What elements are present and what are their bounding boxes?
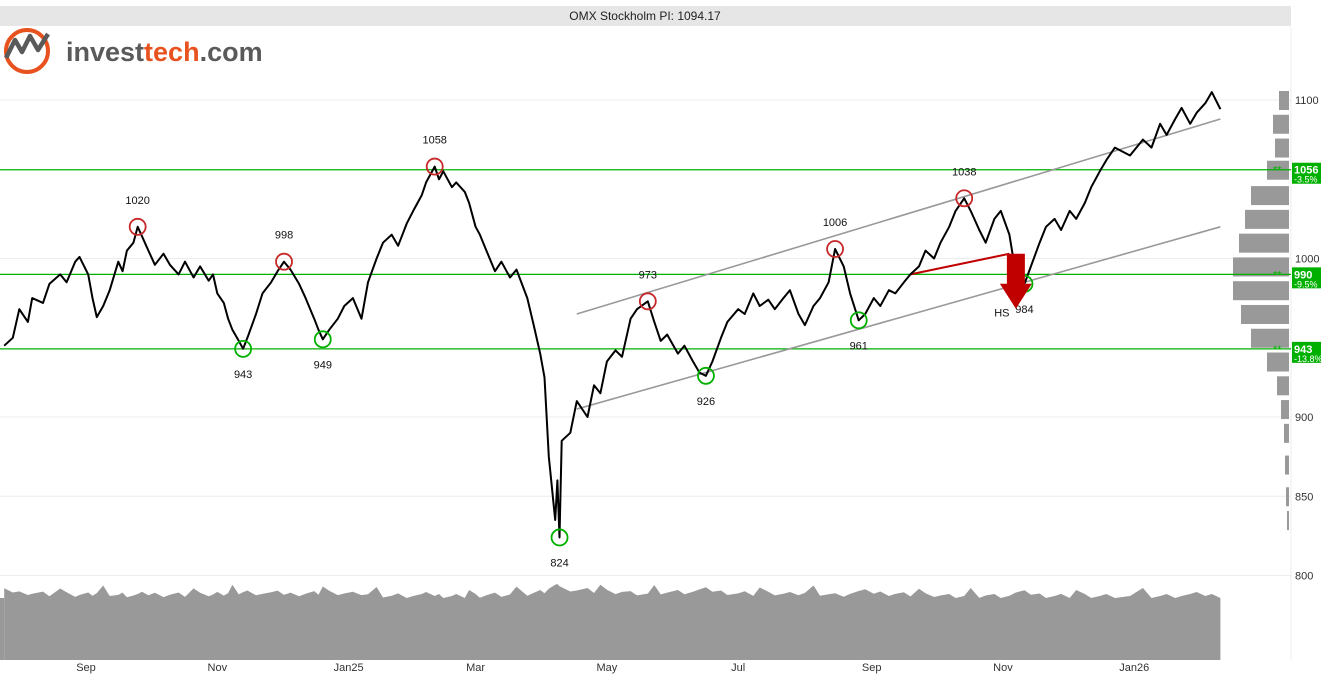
support-pct-label: -3.5% [1294, 175, 1318, 185]
peak-marker [425, 157, 444, 176]
x-tick-label: Nov [208, 662, 228, 674]
volume-profile [1233, 91, 1289, 531]
volume-profile-bar [1277, 376, 1289, 396]
volume-profile-bar [1239, 233, 1289, 253]
trough-label: 984 [1015, 304, 1033, 316]
support-value-label: 990 [1294, 269, 1312, 281]
trend-channel-upper [576, 118, 1221, 315]
volume-profile-bar [1233, 257, 1289, 277]
price-line [3, 91, 1222, 539]
peak-marker [638, 292, 657, 311]
x-tick-label: May [597, 662, 618, 674]
support-pct-label: -9.5% [1294, 279, 1318, 289]
volume-profile-bar [1285, 455, 1289, 475]
volume-area [0, 584, 1221, 660]
peak-label: 1058 [422, 135, 446, 147]
volume-profile-bar [1284, 423, 1289, 443]
x-tick-label: Mar [466, 662, 485, 674]
axes: 800 850 900 1000 1100 Sep Nov Jan25 Mar May Jul Sep… [76, 95, 1319, 674]
trough-marker [234, 339, 253, 358]
support-marker: ** [1273, 269, 1282, 281]
volume-profile-bar [1233, 281, 1289, 301]
peak-label: 1006 [823, 217, 847, 229]
trend-channel [576, 118, 1221, 410]
volume-profile-bar [1286, 487, 1289, 507]
x-tick-label: Jan25 [334, 662, 364, 674]
support-value-label: 943 [1294, 344, 1312, 356]
price-series [3, 91, 1222, 539]
pivot-annotations: 1020 998 1058 973 1006 1038 943 949 824 926 961 984… [125, 135, 1033, 570]
x-tick-label: Nov [993, 662, 1013, 674]
support-badge [1292, 267, 1321, 289]
hs-neckline [910, 252, 1010, 276]
trough-label: 949 [314, 359, 332, 371]
volume-profile-bar [1273, 114, 1289, 134]
chart-title-bar: OMX Stockholm PI: 1094.17 [0, 6, 1291, 26]
logo-mark-icon [3, 28, 50, 74]
trend-channel-lower [576, 226, 1221, 410]
y-tick-label: 850 [1295, 491, 1313, 503]
x-tick-label: Jul [731, 662, 745, 674]
support-pct-label: -13.8% [1294, 354, 1321, 364]
trough-label: 926 [697, 396, 715, 408]
peak-marker [955, 189, 974, 208]
volume-profile-bar [1281, 400, 1289, 420]
volume-profile-bar [1245, 209, 1289, 229]
support-marker: ** [1273, 165, 1282, 177]
volume-profile-bar [1275, 138, 1289, 158]
trough-label: 943 [234, 369, 252, 381]
trough-label: 961 [850, 340, 868, 352]
trough-marker [697, 366, 715, 385]
x-tick-label: Jan26 [1119, 662, 1149, 674]
grid-lines [0, 27, 1292, 660]
y-tick-label: 900 [1295, 412, 1313, 424]
volume-profile-bar [1267, 352, 1289, 372]
support-value-label: 1056 [1294, 165, 1318, 177]
sell-signal-arrow-icon [999, 253, 1032, 309]
support-badge [1292, 341, 1321, 363]
chart-title: OMX Stockholm PI: 1094.17 [569, 9, 721, 23]
peak-label: 1038 [952, 166, 976, 178]
y-tick-label: 1000 [1295, 254, 1319, 266]
y-tick-label: 800 [1295, 571, 1313, 583]
volume-profile-bar [1241, 304, 1289, 324]
trough-marker [849, 311, 868, 330]
peak-label: 973 [639, 269, 657, 281]
x-tick-label: Sep [862, 662, 882, 674]
volume-profile-bar [1279, 91, 1289, 110]
trough-marker [313, 330, 332, 349]
volume-profile-bar [1251, 328, 1289, 348]
volume-area-shape [4, 584, 1221, 660]
peak-marker [826, 240, 844, 258]
hs-label: HS [994, 308, 1009, 320]
volume-profile-bar [1287, 511, 1289, 531]
peak-label: 998 [275, 230, 293, 242]
support-badge [1292, 162, 1321, 184]
trough-label: 824 [550, 557, 568, 569]
investtech-logo: investtech.com [3, 28, 263, 74]
y-tick-label: 1100 [1295, 95, 1319, 107]
volume-profile-bar [1251, 186, 1289, 206]
peak-marker [128, 217, 147, 236]
volume-area-edge [0, 598, 5, 660]
support-resistance-lines: ** 1056-3.5% ** 990-9.5% ** 943-13.8% [0, 162, 1321, 364]
logo-text: investtech.com [66, 37, 263, 67]
x-tick-label: Sep [76, 662, 96, 674]
peak-label: 1020 [125, 195, 149, 207]
trough-marker [550, 528, 569, 547]
peak-marker [275, 252, 293, 271]
support-marker: ** [1273, 344, 1282, 356]
